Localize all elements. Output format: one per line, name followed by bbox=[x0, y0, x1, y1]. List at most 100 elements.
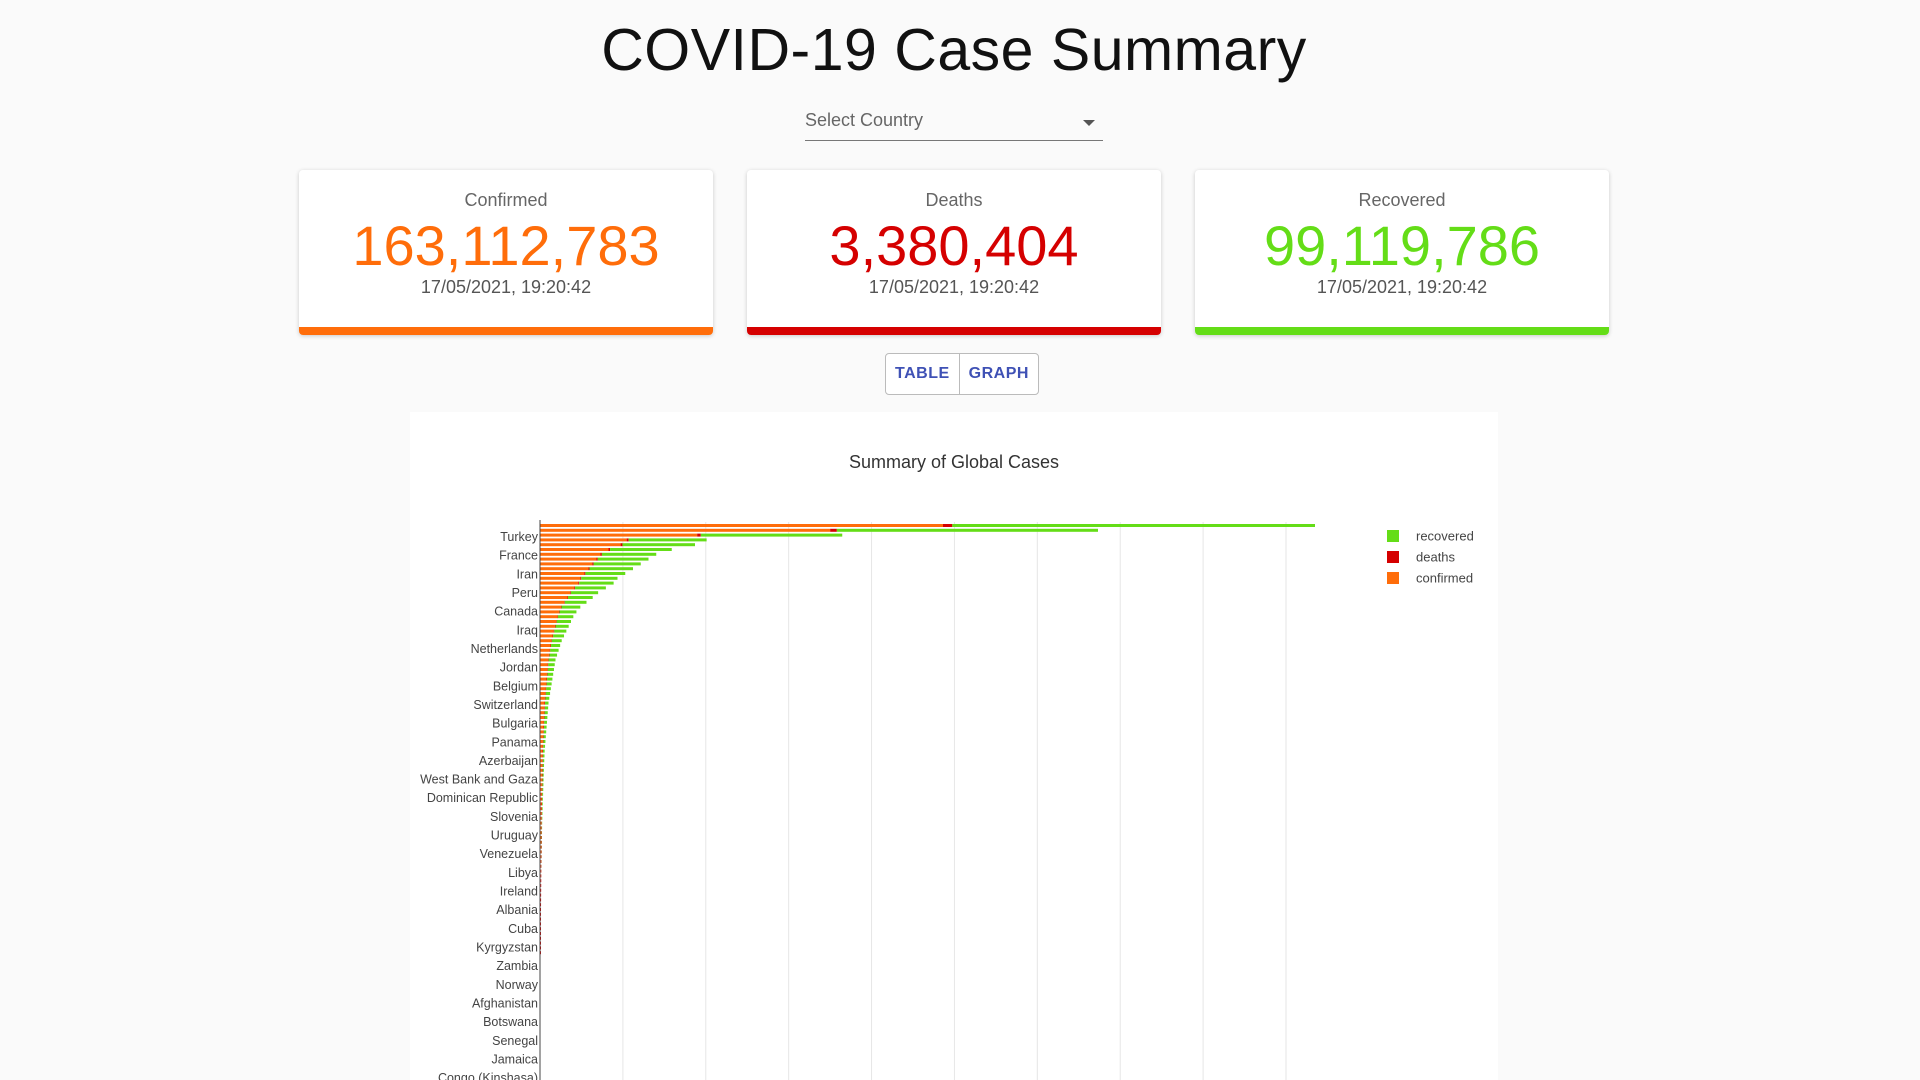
confirmed-label: Confirmed bbox=[464, 190, 548, 210]
bar-recovered bbox=[543, 744, 546, 748]
bar-deaths bbox=[540, 903, 542, 907]
country-select[interactable]: Select Country bbox=[805, 104, 1103, 141]
bar-deaths bbox=[551, 639, 552, 643]
bar-recovered bbox=[541, 812, 543, 815]
y-tick-label: Norway bbox=[496, 978, 539, 992]
bar-deaths bbox=[542, 764, 543, 767]
bar-recovered bbox=[543, 749, 545, 753]
deaths-timestamp: 17/05/2021, 19:20:42 bbox=[868, 277, 1040, 297]
deaths-value: 3,380,404 bbox=[829, 214, 1079, 277]
bar-deaths bbox=[543, 730, 544, 734]
bar-recovered bbox=[541, 816, 543, 820]
bar-deaths bbox=[570, 591, 571, 595]
legend-label-deaths: deaths bbox=[1416, 550, 1456, 565]
bar-confirmed bbox=[540, 572, 585, 575]
bar-deaths bbox=[560, 605, 562, 609]
bar-recovered bbox=[570, 591, 599, 595]
bar-deaths bbox=[580, 576, 582, 580]
recovered-card: Recovered 99,119,786 17/05/2021, 19:20:4… bbox=[1195, 170, 1609, 335]
bar-recovered bbox=[579, 581, 614, 585]
bar-deaths bbox=[540, 898, 542, 902]
bar-confirmed bbox=[540, 668, 548, 671]
bar-deaths bbox=[543, 716, 545, 719]
bar-confirmed bbox=[540, 687, 546, 691]
bar-confirmed bbox=[540, 538, 627, 542]
confirmed-value: 163,112,783 bbox=[352, 214, 660, 277]
bar-deaths bbox=[541, 797, 543, 801]
bar-recovered bbox=[550, 648, 559, 652]
bar-deaths bbox=[540, 932, 542, 935]
bar-deaths bbox=[540, 850, 542, 854]
bar-recovered bbox=[561, 605, 581, 609]
bar-confirmed bbox=[540, 653, 549, 657]
bar-deaths bbox=[596, 557, 598, 561]
bar-recovered bbox=[542, 797, 543, 801]
bar-confirmed bbox=[540, 624, 555, 628]
bar-deaths bbox=[541, 773, 543, 777]
bar-recovered bbox=[553, 634, 565, 638]
bar-recovered bbox=[545, 692, 551, 695]
deaths-card: Deaths 3,380,404 17/05/2021, 19:20:42 bbox=[747, 170, 1161, 335]
y-tick-label: Belgium bbox=[493, 679, 538, 693]
bar-confirmed bbox=[540, 548, 609, 551]
bar-deaths bbox=[544, 696, 546, 700]
bar-recovered bbox=[547, 672, 554, 676]
bar-deaths bbox=[545, 692, 546, 695]
bar-deaths bbox=[540, 840, 542, 844]
recovered-timestamp: 17/05/2021, 19:20:42 bbox=[1316, 277, 1488, 297]
bar-recovered bbox=[548, 658, 556, 662]
bar-confirmed bbox=[540, 581, 579, 585]
bar-confirmed bbox=[540, 797, 542, 801]
bar-deaths bbox=[544, 706, 545, 710]
bar-confirmed bbox=[540, 744, 543, 748]
bar-recovered bbox=[575, 586, 606, 590]
bar-deaths bbox=[574, 586, 576, 590]
deaths-accent-bar bbox=[747, 327, 1161, 335]
bar-confirmed bbox=[540, 648, 550, 652]
bar-recovered bbox=[542, 759, 545, 763]
bar-confirmed bbox=[540, 533, 698, 537]
legend-label-confirmed: confirmed bbox=[1416, 571, 1473, 586]
bar-deaths bbox=[540, 893, 542, 897]
bar-confirmed bbox=[540, 802, 542, 806]
bar-recovered bbox=[610, 548, 672, 551]
country-select-placeholder: Select Country bbox=[805, 110, 924, 130]
bar-deaths bbox=[553, 629, 555, 633]
bar-deaths bbox=[540, 845, 542, 849]
bar-deaths bbox=[564, 600, 565, 604]
bar-deaths bbox=[578, 581, 580, 585]
bar-recovered bbox=[546, 682, 552, 686]
y-tick-label: Bulgaria bbox=[492, 717, 538, 731]
bar-recovered bbox=[544, 720, 547, 724]
y-tick-label: Jamaica bbox=[491, 1052, 538, 1066]
bar-deaths bbox=[548, 653, 550, 657]
legend-swatch-recovered bbox=[1387, 530, 1399, 542]
bar-deaths bbox=[592, 562, 594, 566]
bar-confirmed bbox=[540, 639, 552, 643]
bar-recovered bbox=[589, 567, 633, 571]
y-tick-label: Canada bbox=[494, 605, 538, 619]
confirmed-card: Confirmed 163,112,783 17/05/2021, 19:20:… bbox=[299, 170, 713, 335]
bar-confirmed bbox=[540, 826, 542, 830]
bar-recovered bbox=[544, 706, 549, 710]
bar-deaths bbox=[545, 687, 547, 691]
bar-confirmed bbox=[540, 764, 543, 767]
bar-deaths bbox=[608, 548, 611, 551]
bar-recovered bbox=[556, 620, 571, 623]
table-view-button[interactable]: TABLE bbox=[895, 365, 950, 382]
legend-swatch-deaths bbox=[1387, 551, 1399, 563]
bar-deaths bbox=[540, 879, 542, 883]
graph-view-button[interactable]: GRAPH bbox=[958, 354, 1038, 394]
bar-deaths bbox=[540, 855, 542, 859]
bar-confirmed bbox=[540, 773, 542, 777]
bar-deaths bbox=[540, 912, 542, 916]
bar-deaths bbox=[943, 524, 953, 527]
bar-deaths bbox=[540, 922, 542, 926]
bar-confirmed bbox=[540, 711, 545, 715]
bar-confirmed bbox=[540, 615, 558, 619]
y-tick-label: Panama bbox=[491, 735, 538, 749]
bar-confirmed bbox=[540, 816, 542, 820]
bar-recovered bbox=[543, 735, 546, 739]
y-tick-label: Uruguay bbox=[491, 829, 539, 843]
bar-confirmed bbox=[540, 600, 565, 604]
